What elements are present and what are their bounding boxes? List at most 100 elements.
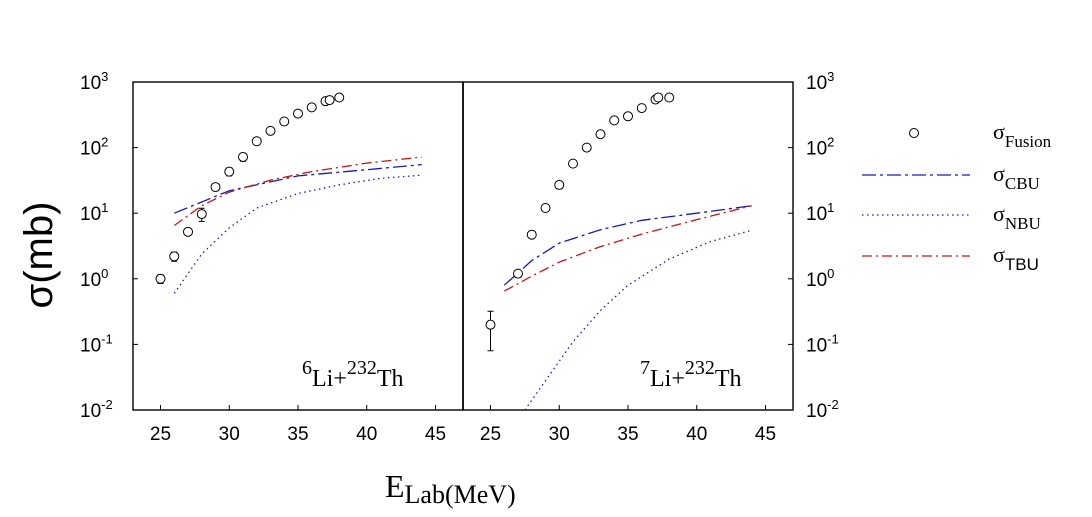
panel-label-1: 6Li+232Th (302, 357, 404, 392)
x-tick-label: 35 (617, 424, 638, 445)
legend-subscript: TBU (1005, 255, 1039, 274)
y-tick-label-right: 10-2 (806, 397, 839, 422)
legend-symbol: σ (993, 242, 1005, 267)
series-cbu-panel2 (503, 205, 752, 286)
fusion-point (293, 108, 303, 119)
y-tick-label-right: 100 (806, 266, 834, 291)
fusion-point (238, 151, 248, 162)
y-tick-base: 10 (80, 270, 101, 291)
series-nbu-panel1 (173, 174, 422, 294)
mass-number-projectile: 7 (640, 357, 650, 379)
series-tbu-panel2 (503, 205, 752, 292)
y-tick-label-left: 10-2 (80, 397, 113, 422)
y-axis-label: σ(mb) (17, 202, 61, 309)
y-tick-exponent: -2 (101, 397, 113, 412)
legend-subscript: CBU (1005, 174, 1040, 193)
fusion-point (279, 116, 290, 127)
fusion-point (196, 209, 207, 220)
fusion-point (513, 268, 523, 279)
fusion-point (485, 319, 496, 330)
x-axis-label: ELab(MeV) (385, 468, 516, 509)
fusion-point (155, 273, 166, 284)
projectile: Li+ (650, 366, 685, 392)
fusion-point (324, 95, 335, 106)
y-tick-label-right: 102 (806, 135, 834, 160)
mass-number-target: 232 (685, 357, 715, 379)
y-tick-label-right: 10-1 (806, 331, 839, 356)
fusion-point (265, 125, 276, 136)
y-tick-base: 10 (80, 139, 101, 160)
x-tick-label: 40 (686, 424, 707, 445)
y-tick-base: 10 (806, 270, 827, 291)
fusion-point (554, 179, 565, 190)
series-cbu-panel1 (174, 163, 422, 214)
mass-number-target: 232 (347, 357, 377, 379)
y-tick-exponent: 1 (827, 200, 834, 215)
legend-subscript: NBU (1005, 214, 1041, 233)
y-tick-exponent: -1 (827, 331, 839, 346)
y-tick-exponent: 2 (101, 135, 108, 150)
y-tick-base: 10 (806, 335, 827, 356)
legend-label-nbu: σNBU (993, 201, 1041, 233)
y-tick-label-left: 10-1 (80, 331, 113, 356)
legend-label-fusion: σFusion (993, 119, 1052, 151)
x-tick-label: 40 (356, 424, 377, 445)
fusion-point (664, 92, 675, 103)
y-tick-exponent: 0 (827, 266, 834, 281)
legend-label-cbu: σCBU (993, 161, 1040, 193)
y-tick-base: 10 (806, 401, 827, 422)
y-tick-base: 10 (806, 73, 827, 94)
legend-symbol: σ (993, 119, 1005, 144)
fusion-point (568, 158, 578, 169)
y-tick-exponent: 1 (101, 200, 108, 215)
x-tick-label: 35 (287, 424, 308, 445)
y-tick-label-left: 101 (80, 200, 108, 225)
fusion-point (334, 92, 345, 103)
fusion-point (526, 229, 537, 240)
x-tick-label: 45 (425, 424, 446, 445)
y-tick-label-left: 102 (80, 135, 108, 160)
target: Th (377, 366, 404, 392)
x-tick-label: 45 (755, 424, 776, 445)
y-tick-base: 10 (80, 73, 101, 94)
y-tick-base: 10 (806, 139, 827, 160)
y-tick-label-left: 100 (80, 266, 108, 291)
legend-swatch-fusion (909, 128, 919, 138)
fusion-point (306, 102, 317, 113)
target: Th (715, 366, 742, 392)
x-axis-label-main: E (385, 468, 405, 504)
fusion-point (636, 103, 647, 114)
legend-label-tbu: σTBU (993, 242, 1039, 274)
x-tick-label: 25 (480, 424, 501, 445)
y-tick-base: 10 (80, 204, 101, 225)
y-tick-exponent: -2 (827, 397, 839, 412)
y-tick-label-right: 103 (806, 69, 834, 94)
legend-subscript: Fusion (1005, 132, 1052, 151)
y-tick-exponent: 0 (101, 266, 108, 281)
y-tick-base: 10 (80, 335, 101, 356)
y-tick-exponent: 3 (827, 69, 834, 84)
y-tick-base: 10 (806, 204, 827, 225)
mass-number-projectile: 6 (302, 357, 312, 379)
y-tick-exponent: 3 (101, 69, 108, 84)
fusion-point (609, 115, 620, 126)
y-tick-label-left: 103 (80, 69, 108, 94)
fusion-point (169, 251, 180, 262)
fusion-point (183, 226, 193, 237)
y-tick-exponent: -1 (101, 331, 113, 346)
fusion-point (653, 92, 664, 103)
y-tick-base: 10 (80, 401, 101, 422)
fusion-point (623, 111, 633, 122)
fusion-point (540, 203, 551, 214)
fusion-point (224, 166, 235, 177)
series-tbu-panel1 (173, 156, 422, 227)
x-tick-label: 30 (219, 424, 240, 445)
legend-symbol: σ (993, 201, 1005, 226)
legend-symbol: σ (993, 161, 1005, 186)
panel-frame-1 (132, 81, 464, 411)
x-tick-label: 30 (549, 424, 570, 445)
fusion-point (595, 129, 606, 140)
fusion-point (581, 142, 592, 153)
